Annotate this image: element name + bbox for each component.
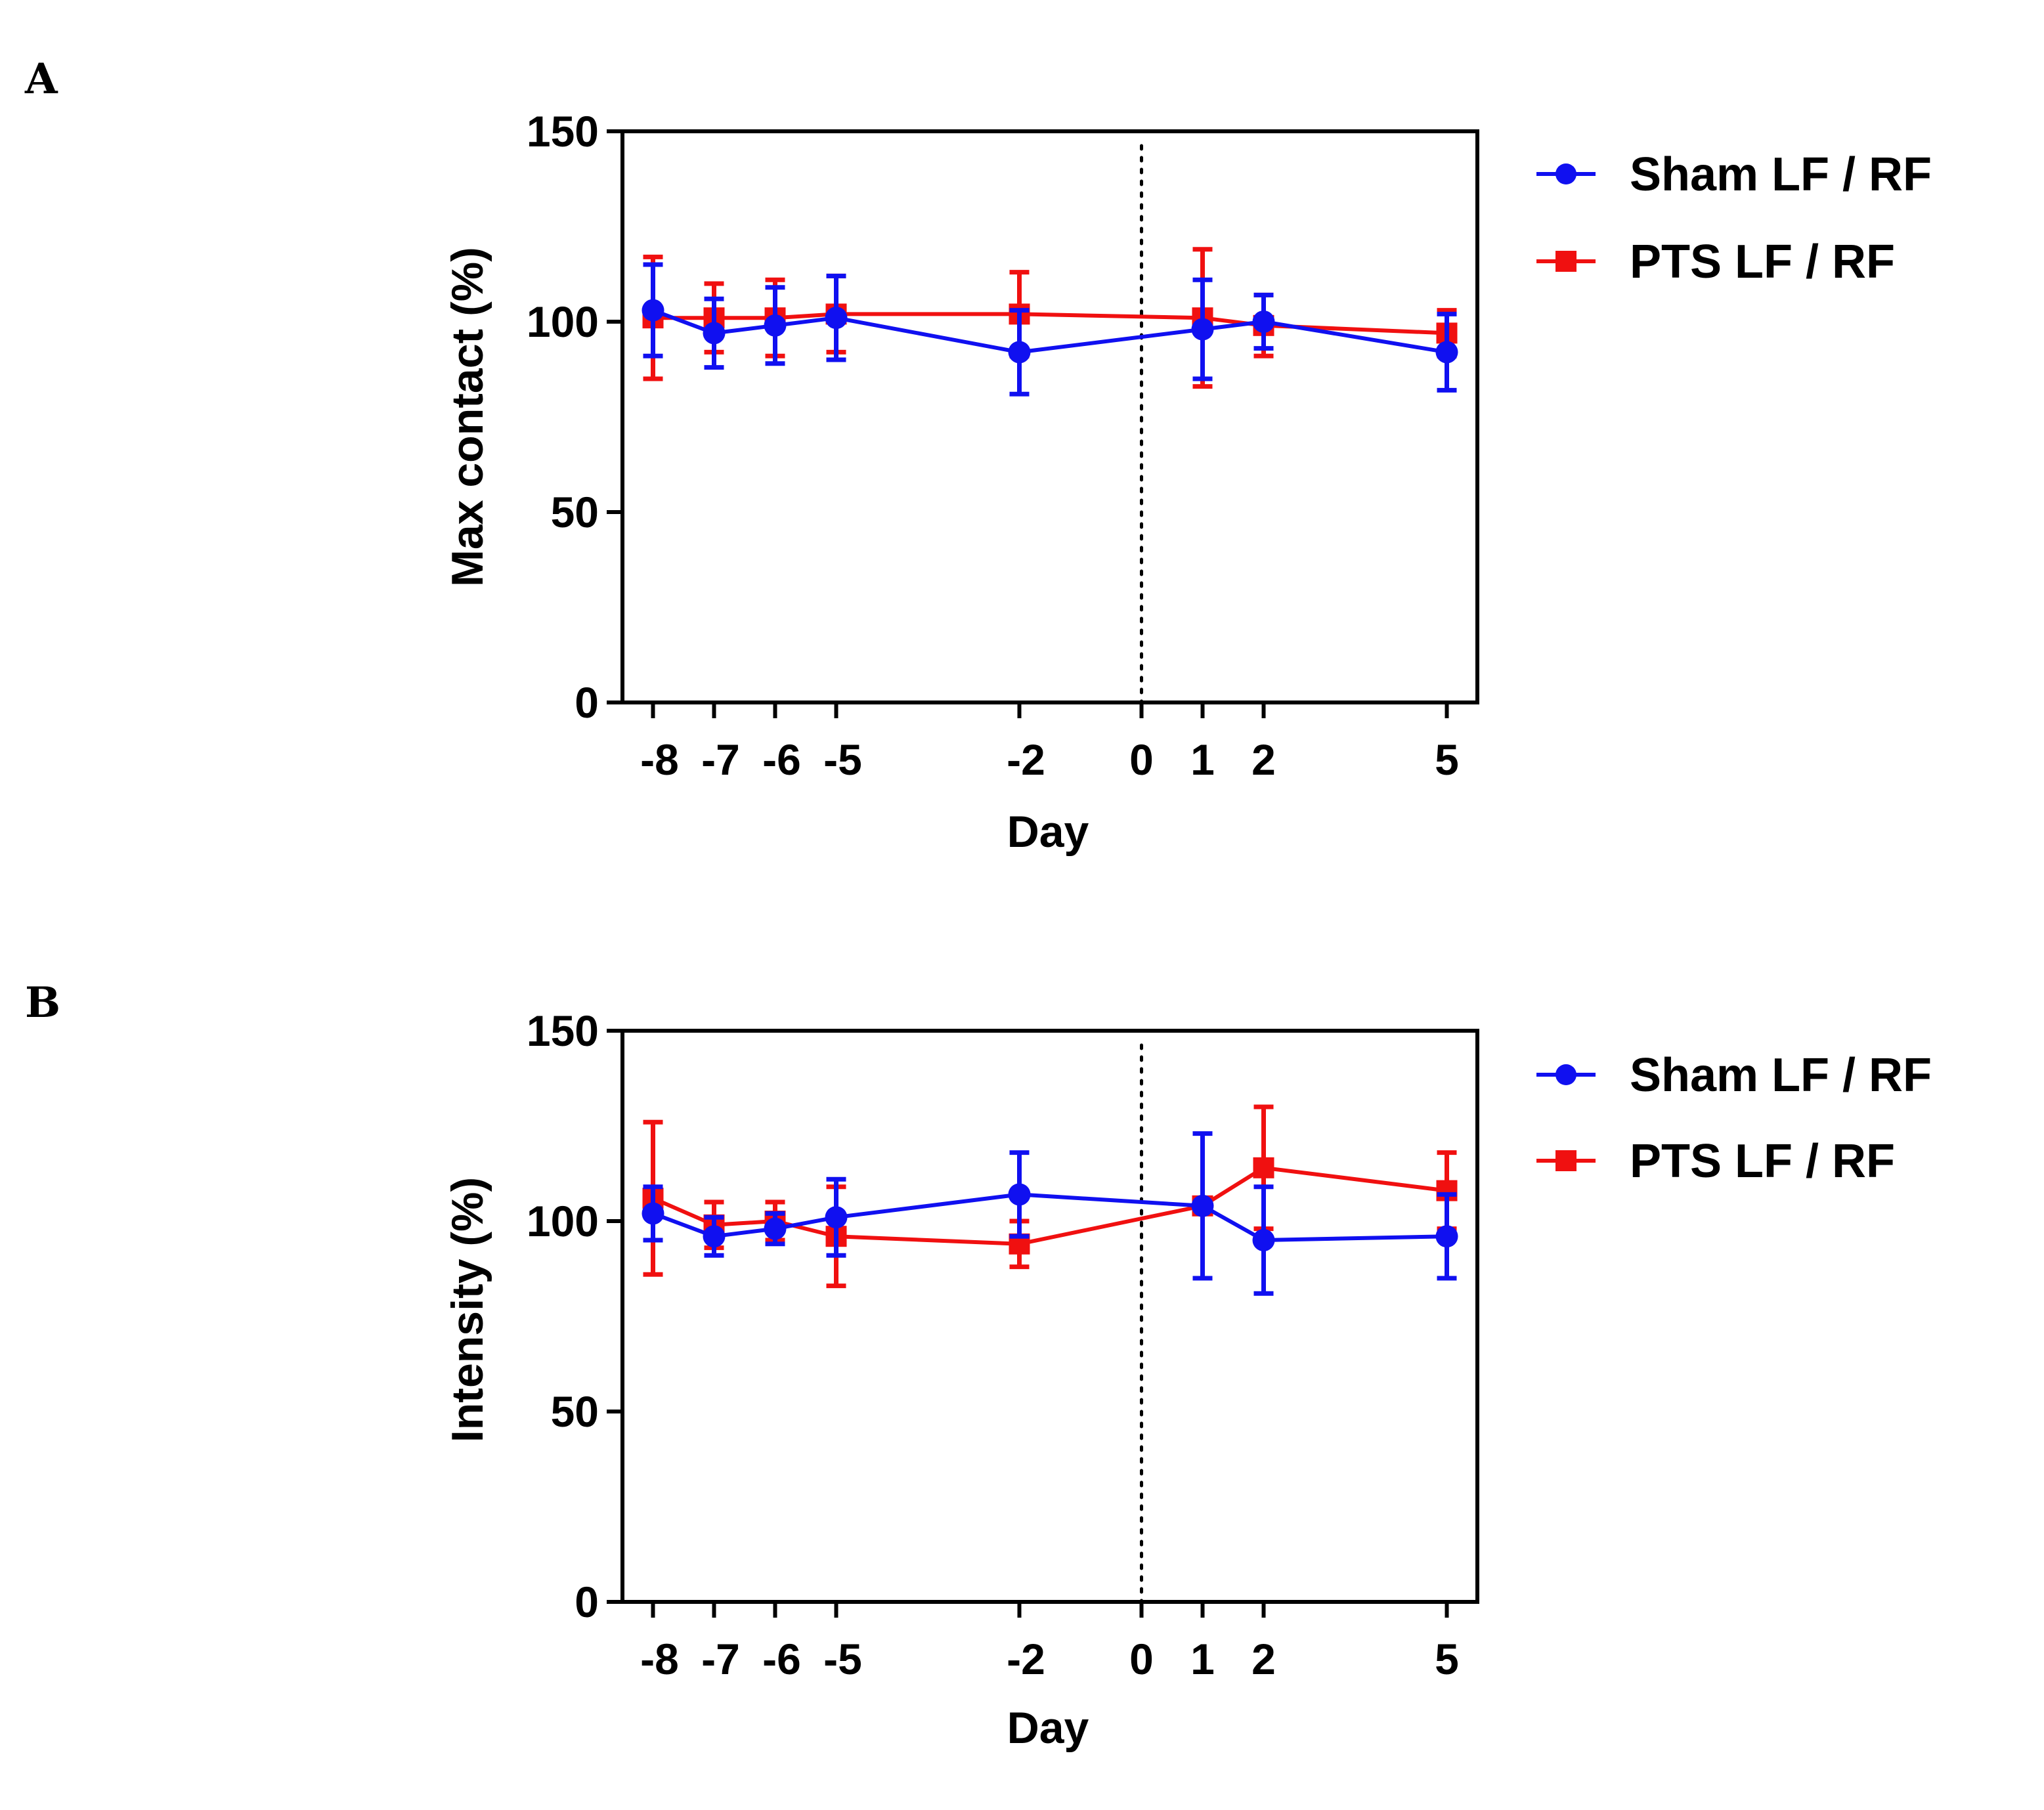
panel-b-x-tick-label: -2: [1007, 1635, 1045, 1683]
panel-b-series-sham: [641, 1131, 1458, 1296]
panel-b-y-tick-label: 0: [575, 1578, 599, 1626]
panel-a-legend-marker-sham: [1555, 163, 1576, 184]
panel-a-plot-frame: [620, 129, 1479, 704]
panel-b-x-tick-label: 2: [1251, 1635, 1276, 1683]
panel-a-y-axis-title: Max contact (%): [443, 247, 492, 587]
panel-b-plot-frame: [620, 1029, 1479, 1604]
panel-a-legend-label-pts: PTS LF / RF: [1630, 236, 1895, 288]
panel-a-sham-point: [1008, 341, 1031, 364]
panel-b-y-tick-label: 100: [527, 1197, 599, 1245]
panel-a-x-tick-label: -2: [1007, 735, 1045, 784]
panel-a-y-tick-label: 50: [551, 488, 599, 536]
panel-a-sham-point: [1191, 318, 1214, 341]
panel-a-legend: Sham LF / RF PTS LF / RF: [1536, 148, 1932, 288]
panel-b-y-tick-label: 150: [527, 1006, 599, 1055]
panel-a-series-sham: [641, 262, 1458, 397]
panel-a-legend-label-sham: Sham LF / RF: [1630, 148, 1932, 201]
panel-a-sham-point: [703, 322, 726, 345]
panel-b-sham-point: [1008, 1183, 1031, 1206]
panel-a-legend-marker-pts: [1555, 251, 1576, 272]
panel-a-x-tick-label: 2: [1251, 735, 1276, 784]
panel-a-sham-point: [1435, 341, 1458, 364]
panel-b-legend: Sham LF / RF PTS LF / RF: [1536, 1049, 1932, 1188]
panel-b-x-tick-label: -5: [823, 1635, 862, 1683]
panel-b-legend-marker-sham: [1555, 1064, 1576, 1085]
panel-a-y-tick-label: 0: [575, 678, 599, 727]
panel-a-letter: A: [24, 54, 58, 104]
panel-b-sham-point: [764, 1217, 787, 1240]
panel-b-sham-point: [825, 1206, 848, 1229]
panel-b-y-tick-label: 50: [551, 1387, 599, 1436]
panel-a-x-tick-label: 1: [1190, 735, 1215, 784]
panel-b-sham-point: [703, 1225, 726, 1248]
panel-b-pts-point: [1253, 1157, 1274, 1178]
panel-b-sham-point: [1252, 1229, 1275, 1251]
panel-b-legend-label-sham: Sham LF / RF: [1630, 1049, 1932, 1102]
panel-a-sham-point: [825, 307, 848, 330]
panel-a-sham-point: [1252, 311, 1275, 333]
panel-b-x-tick-label: -7: [701, 1635, 740, 1683]
panel-b-y-axis-title: Intensity (%): [443, 1177, 492, 1442]
panel-a-x-tick-label: -7: [701, 735, 740, 784]
panel-b-sham-point: [1191, 1194, 1214, 1217]
panel-b-x-tick-label: 1: [1190, 1635, 1215, 1683]
panel-b-legend-marker-pts: [1555, 1150, 1576, 1171]
panel-a-x-tick-label: -6: [762, 735, 801, 784]
panel-b-letter: B: [25, 978, 60, 1027]
panel-b-sham-point: [641, 1202, 664, 1225]
panel-a-sham-point: [764, 314, 787, 337]
panel-a-x-tick-label: 5: [1435, 735, 1459, 784]
panel-b-x-tick-label: -6: [762, 1635, 801, 1683]
panel-b-x-tick-label: 5: [1435, 1635, 1459, 1683]
panel-a-x-tick-label: -5: [823, 735, 862, 784]
panel-a-y-tick-label: 150: [527, 107, 599, 156]
panel-a-x-tick-label: -8: [640, 735, 679, 784]
panel-b-sham-point: [1435, 1225, 1458, 1248]
panel-a-sham-point: [641, 299, 664, 322]
panel-a-y-tick-label: 100: [527, 297, 599, 346]
panel-b-legend-label-pts: PTS LF / RF: [1630, 1135, 1895, 1188]
panel-b-x-axis-title: Day: [1007, 1703, 1089, 1753]
panel-a-x-axis-title: Day: [1007, 807, 1089, 857]
panel-b-x-tick-label: -8: [640, 1635, 679, 1683]
panel-b-x-tick-label: 0: [1129, 1635, 1154, 1683]
panel-a-x-tick-label: 0: [1129, 735, 1154, 784]
